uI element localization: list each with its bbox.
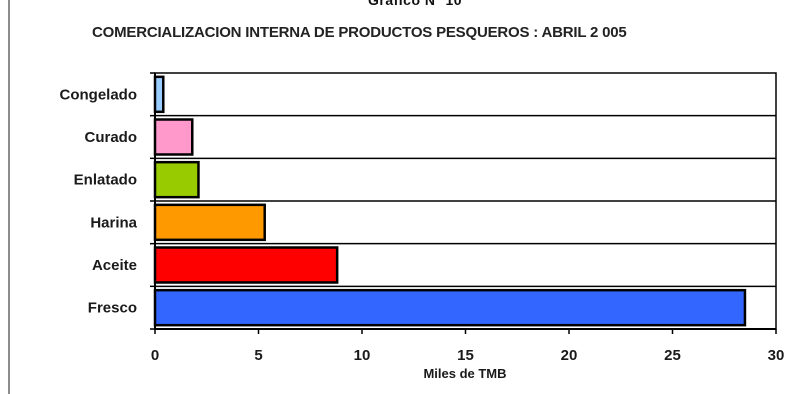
bar-aceite	[153, 246, 339, 284]
x-tick-label: 5	[254, 347, 262, 364]
axes	[150, 72, 777, 334]
bar-curado	[153, 118, 194, 156]
category-label-congelado: Congelado	[60, 86, 138, 103]
x-tick-label: 0	[151, 347, 159, 364]
bars	[153, 75, 747, 327]
x-tick-label: 20	[561, 347, 578, 364]
category-label-aceite: Aceite	[92, 257, 137, 274]
x-tick-label: 25	[664, 347, 681, 364]
category-label-curado: Curado	[85, 129, 138, 146]
clipped-figure-label: Gráfico Nº 10	[368, 0, 463, 8]
x-tick-label: 10	[354, 347, 371, 364]
x-tick-label: 15	[457, 347, 474, 364]
bar-enlatado	[153, 160, 200, 199]
x-axis-title: Miles de TMB	[423, 366, 506, 381]
tick-labels: 0 5 10 15 20 25 30	[151, 347, 785, 364]
category-labels: Congelado Curado Enlatado Harina Aceite Fresc…	[60, 86, 138, 316]
plot-area	[150, 72, 777, 334]
category-label-harina: Harina	[90, 214, 137, 231]
bar-harina	[153, 203, 266, 242]
grid-lines	[155, 114, 776, 288]
x-tick-label: 30	[768, 347, 785, 364]
left-border-line	[8, 0, 10, 394]
bar-congelado	[153, 75, 165, 114]
chart-title: COMERCIALIZACION INTERNA DE PRODUCTOS PE…	[92, 24, 627, 41]
category-label-fresco: Fresco	[88, 300, 137, 317]
bar-fresco	[153, 288, 747, 327]
category-label-enlatado: Enlatado	[74, 172, 137, 189]
